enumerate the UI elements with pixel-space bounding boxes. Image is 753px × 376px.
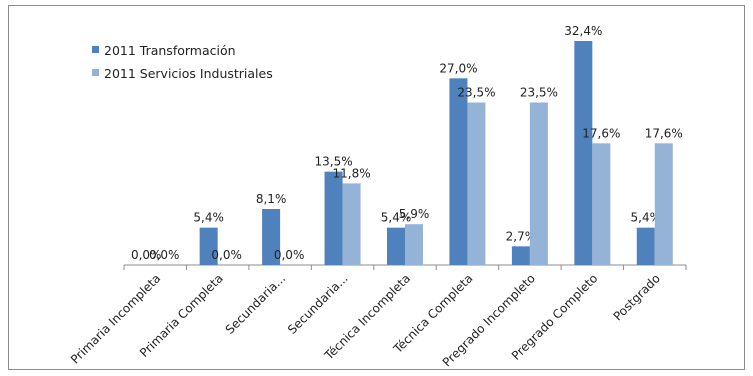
data-label: 11,8% — [332, 166, 370, 180]
data-label: 13,5% — [314, 155, 352, 169]
bar-series-1 — [636, 227, 655, 265]
bar-series-2 — [342, 183, 361, 265]
x-tick-label: Secundaria... — [285, 271, 351, 337]
data-label: 23,5% — [520, 86, 558, 100]
data-label: 0,0% — [131, 248, 162, 262]
bar-series-1 — [324, 171, 343, 265]
data-label: 32,4% — [564, 24, 602, 38]
data-label: 0,0% — [211, 248, 242, 262]
bar-series-1 — [511, 246, 530, 265]
bar-series-1 — [199, 227, 218, 265]
data-label: 17,6% — [645, 126, 683, 140]
legend-swatch-servicios — [92, 69, 99, 76]
data-label: 0,0% — [149, 248, 180, 262]
legend-label-transformacion: 2011 Transformación — [104, 43, 236, 58]
bar-series-2 — [467, 102, 486, 265]
data-label: 0,0% — [274, 248, 305, 262]
bar-series-2 — [529, 102, 548, 265]
legend: 2011 Transformación 2011 Servicios Indus… — [92, 43, 273, 81]
bar-series-2 — [654, 143, 673, 265]
legend-swatch-transformacion — [92, 46, 99, 53]
bar-series-1 — [574, 40, 593, 265]
data-label: 27,0% — [439, 61, 477, 75]
bar-series-2 — [592, 143, 611, 265]
bar-series-1 — [262, 208, 281, 265]
data-label: 8,1% — [256, 192, 287, 206]
x-tick-label: Secundaria... — [223, 271, 289, 337]
data-label: 23,5% — [457, 86, 495, 100]
bar-series-1 — [449, 78, 468, 265]
data-label: 2,7% — [506, 229, 537, 243]
data-label: 5,4% — [381, 211, 412, 225]
bar-series-2 — [405, 224, 423, 265]
data-label: 17,6% — [582, 126, 620, 140]
data-label: 5,9% — [399, 207, 430, 221]
data-label: 5,4% — [193, 211, 224, 225]
data-label: 5,4% — [631, 211, 662, 225]
x-tick-label: Postgrado — [611, 271, 663, 323]
legend-label-servicios: 2011 Servicios Industriales — [104, 66, 273, 81]
bar-series-1 — [387, 227, 405, 265]
chart-frame — [8, 5, 745, 370]
